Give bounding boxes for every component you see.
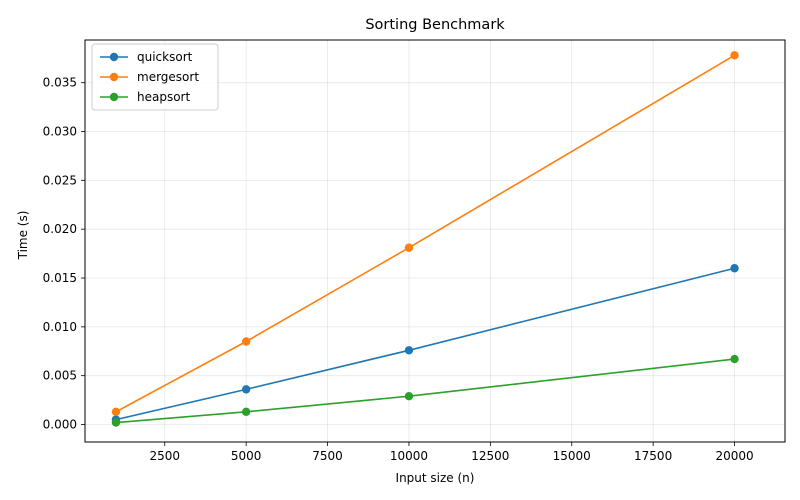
y-axis-label: Time (s): [16, 211, 30, 261]
series-line-heapsort: [115, 358, 735, 424]
legend-label: heapsort: [137, 90, 190, 104]
x-tick-label: 17500: [634, 449, 672, 463]
y-tick-label: 0.035: [43, 76, 77, 90]
y-tick-label: 0.025: [43, 173, 77, 187]
data-point-mergesort: [111, 407, 121, 417]
legend-marker: [109, 72, 119, 82]
data-point-quicksort: [404, 346, 414, 355]
legend-marker: [109, 92, 119, 102]
data-point-heapsort: [730, 354, 739, 364]
data-point-mergesort: [404, 243, 414, 252]
x-axis-ticks: 2500 5000 7500 10000 12500 15000 17500 20000: [149, 442, 754, 463]
series-line-mergesort: [115, 54, 735, 413]
legend-marker: [109, 52, 119, 62]
legend-item-heapsort: heapsort: [100, 90, 190, 104]
grid: [85, 40, 785, 442]
data-point-mergesort: [730, 51, 739, 60]
legend-item-mergesort: mergesort: [100, 70, 199, 84]
x-axis-label: Input size (n): [396, 471, 475, 485]
data-point-mergesort: [241, 337, 251, 346]
x-tick-label: 7500: [312, 449, 343, 463]
series-mergesort: [111, 51, 739, 417]
legend-box: [91, 43, 219, 111]
data-point-quicksort: [241, 385, 251, 394]
data-point-heapsort: [241, 407, 251, 417]
y-tick-label: 0.000: [43, 418, 77, 432]
x-tick-label: 20000: [715, 449, 753, 463]
series-group: [111, 51, 739, 427]
series-line-quicksort: [115, 267, 735, 421]
x-tick-label: 2500: [149, 449, 180, 463]
y-tick-label: 0.020: [43, 222, 77, 236]
x-tick-label: 5000: [231, 449, 262, 463]
chart-title: Sorting Benchmark: [365, 17, 505, 33]
data-point-heapsort: [404, 391, 414, 401]
legend-label: quicksort: [137, 50, 193, 64]
y-tick-label: 0.005: [43, 369, 77, 383]
y-tick-label: 0.015: [43, 271, 77, 285]
x-tick-label: 10000: [390, 449, 428, 463]
legend-item-quicksort: quicksort: [100, 50, 193, 64]
legend: quicksort mergesort heapsort: [91, 43, 219, 111]
y-axis-ticks: 0.000 0.005 0.010 0.015 0.020 0.025 0.030 0.035: [43, 76, 85, 432]
data-point-heapsort: [111, 418, 121, 427]
y-tick-label: 0.010: [43, 320, 77, 334]
series-heapsort: [111, 354, 739, 427]
axes-frame: [84, 39, 786, 443]
x-tick-label: 12500: [471, 449, 509, 463]
data-point-quicksort: [730, 264, 739, 273]
y-tick-label: 0.030: [43, 125, 77, 139]
legend-label: mergesort: [137, 70, 199, 84]
x-tick-label: 15000: [553, 449, 591, 463]
